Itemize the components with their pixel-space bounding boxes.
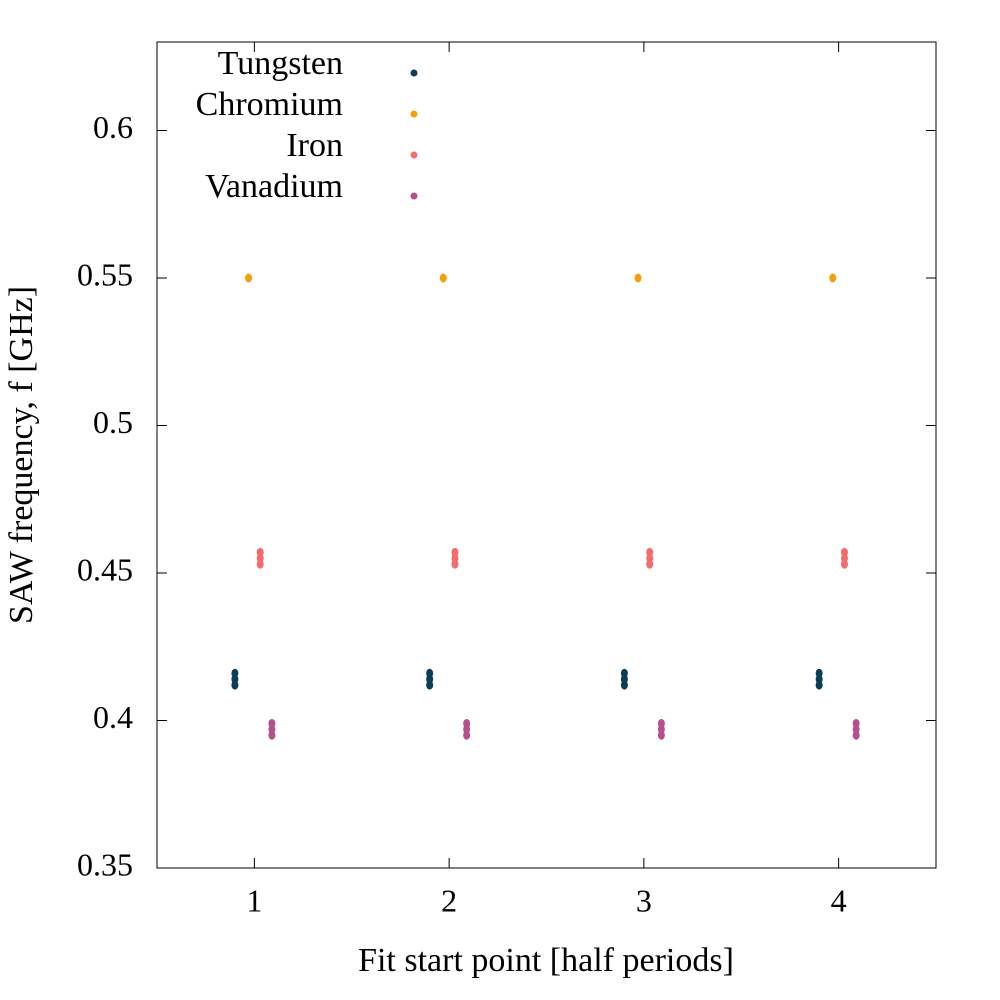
point bbox=[245, 273, 253, 283]
x-axis-title: Fit start point [half periods] bbox=[358, 942, 734, 979]
point bbox=[620, 668, 628, 678]
point bbox=[451, 547, 459, 557]
point bbox=[840, 547, 848, 557]
y-tick-label: 0.4 bbox=[93, 699, 133, 735]
y-tick-label: 0.45 bbox=[77, 551, 133, 587]
x-tick-label: 3 bbox=[636, 882, 652, 918]
point bbox=[231, 668, 239, 678]
point bbox=[646, 547, 654, 557]
point bbox=[463, 718, 471, 728]
legend-label: Iron bbox=[286, 127, 343, 164]
legend-marker bbox=[410, 110, 418, 118]
point bbox=[426, 668, 434, 678]
point bbox=[815, 668, 823, 678]
y-tick-label: 0.5 bbox=[93, 404, 133, 440]
point bbox=[634, 273, 642, 283]
point bbox=[256, 547, 264, 557]
legend-label: Vanadium bbox=[205, 168, 343, 205]
y-tick-label: 0.35 bbox=[77, 846, 133, 882]
point bbox=[268, 718, 276, 728]
y-tick-label: 0.6 bbox=[93, 109, 133, 145]
y-tick-label: 0.55 bbox=[77, 256, 133, 292]
legend-marker bbox=[410, 151, 418, 159]
legend-label: Tungsten bbox=[218, 45, 343, 82]
point bbox=[852, 718, 860, 728]
legend-marker bbox=[410, 192, 418, 200]
legend-label: Chromium bbox=[196, 86, 343, 123]
x-tick-label: 2 bbox=[441, 882, 457, 918]
point bbox=[829, 273, 837, 283]
x-tick-label: 1 bbox=[246, 882, 262, 918]
x-tick-label: 4 bbox=[831, 882, 847, 918]
point bbox=[657, 718, 665, 728]
plot-frame bbox=[156, 41, 937, 869]
y-axis-title: SAW frequency, f [GHz] bbox=[3, 286, 40, 624]
point bbox=[439, 273, 447, 283]
legend-marker bbox=[410, 69, 418, 77]
